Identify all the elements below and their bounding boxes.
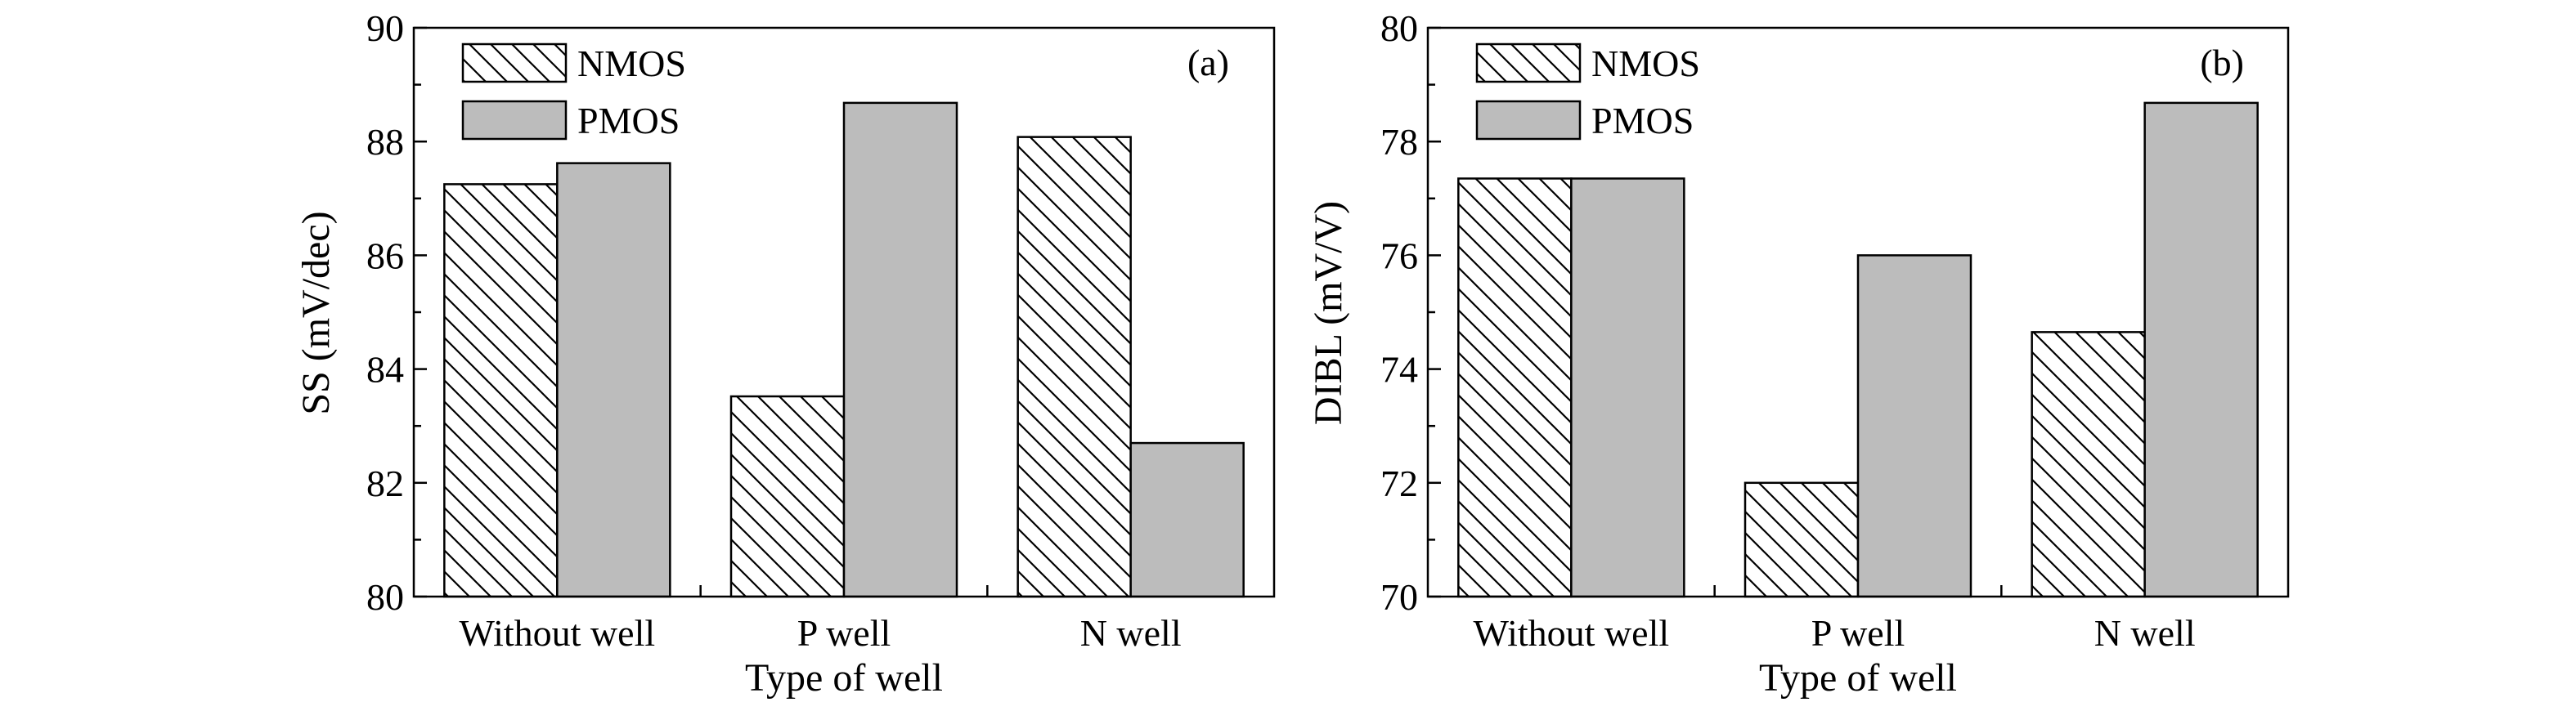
bar-nmos-n-well [2031, 331, 2146, 598]
legend: NMOS PMOS [1475, 42, 1700, 141]
y-tick-label: 82 [366, 463, 404, 504]
legend: NMOS PMOS [461, 42, 686, 141]
bar-pmos-without-well [1570, 177, 1685, 598]
bar-nmos-p-well [729, 395, 846, 598]
legend-swatch-pmos [1475, 100, 1582, 141]
legend-swatch-pmos [461, 100, 568, 141]
x-tick-label: Without well [1474, 612, 1670, 654]
bar-nmos-n-well [1016, 136, 1132, 598]
y-tick-label: 72 [1380, 463, 1418, 504]
x-tick-label: P well [1811, 612, 1905, 654]
x-tick-label: P well [797, 612, 891, 654]
bar-pmos-without-well [556, 162, 671, 598]
ticks: Without well P well N well 80 82 84 86 88 90 [366, 7, 1182, 654]
y-tick-label: 90 [366, 7, 404, 49]
bar-pmos-n-well [2143, 101, 2259, 598]
y-axis-label: SS (mV/dec) [294, 211, 338, 414]
y-tick-label: 74 [1380, 349, 1418, 391]
x-tick-label: Without well [460, 612, 656, 654]
bars [443, 101, 1245, 598]
bar-pmos-p-well [842, 101, 958, 598]
y-axis-label: DIBL (mV/V) [1307, 201, 1350, 425]
x-tick-label: N well [1080, 612, 1182, 654]
y-tick-label: 76 [1380, 235, 1418, 276]
ticks: Without well P well N well 70 72 74 76 78 80 [1380, 7, 2196, 654]
legend-label-nmos: NMOS [577, 42, 686, 84]
y-tick-label: 80 [1380, 7, 1418, 49]
bar-nmos-p-well [1744, 481, 1860, 598]
bar-pmos-n-well [1129, 441, 1245, 598]
bar-pmos-p-well [1856, 254, 1972, 598]
y-tick-label: 80 [366, 576, 404, 618]
panel-label: (a) [1187, 42, 1229, 83]
plot-frame [412, 26, 1276, 598]
legend-label-pmos: PMOS [1591, 100, 1694, 141]
y-tick-label: 88 [366, 121, 404, 163]
y-tick-label: 70 [1380, 576, 1418, 618]
bars [1457, 101, 2259, 598]
bar-nmos-without-well [443, 183, 559, 598]
y-tick-label: 78 [1380, 121, 1418, 163]
legend-swatch-nmos [1475, 42, 1582, 83]
panel-label: (b) [2200, 42, 2244, 83]
y-tick-label: 86 [366, 235, 404, 276]
y-tick-label: 84 [366, 349, 404, 391]
legend-label-pmos: PMOS [577, 100, 680, 141]
panel-a: SS (mV/dec) Type of well (a) NMOS PMOS W… [294, 7, 1276, 700]
panel-b: DIBL (mV/V) Type of well (b) NMOS PMOS W… [1307, 7, 2290, 700]
legend-label-nmos: NMOS [1591, 42, 1700, 84]
x-axis-label: Type of well [745, 656, 943, 700]
plot-frame [1426, 26, 2290, 598]
bar-nmos-without-well [1457, 177, 1573, 598]
legend-swatch-nmos [461, 42, 568, 83]
x-tick-label: N well [2094, 612, 2196, 654]
x-axis-label: Type of well [1759, 656, 1957, 700]
